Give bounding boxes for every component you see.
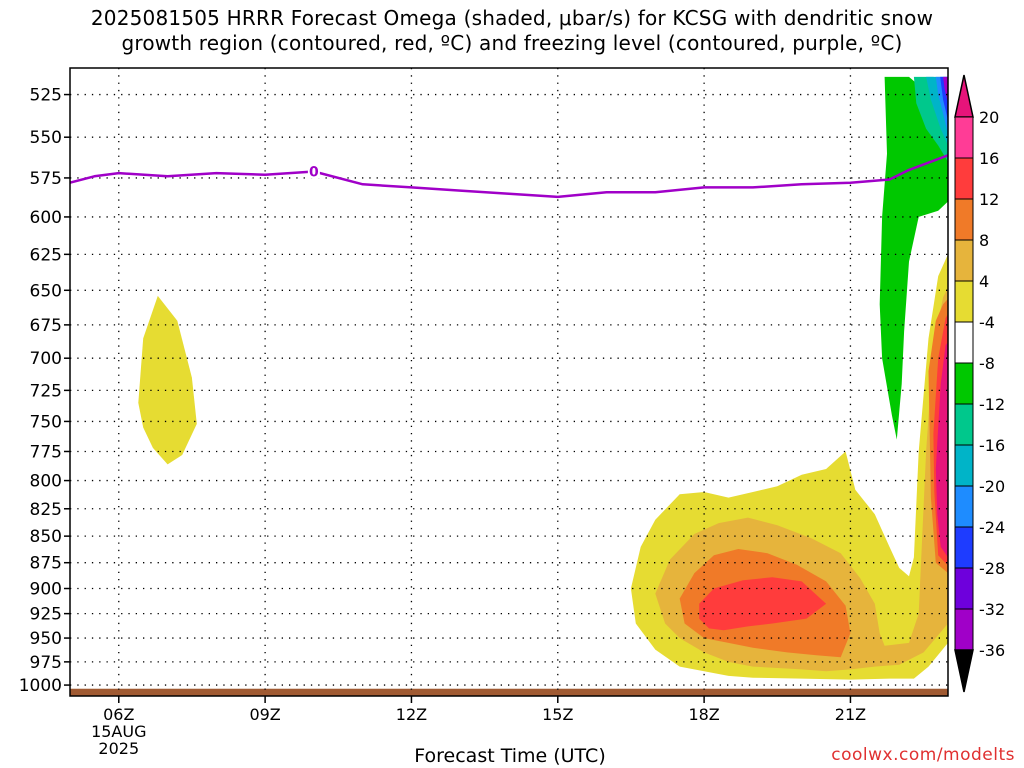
- x-axis-label: Forecast Time (UTC): [414, 745, 606, 767]
- colorbar-label-7: -12: [979, 395, 1005, 414]
- y-tick-label-900: 900: [30, 580, 62, 600]
- colorbar-swatch-12: [954, 608, 974, 651]
- title-line-1: 2025081505 HRRR Forecast Omega (shaded, …: [90, 6, 934, 30]
- colorbar-swatch-10: [954, 526, 974, 569]
- colorbar-label-0: 20: [979, 108, 999, 127]
- y-tick-label-575: 575: [30, 169, 62, 189]
- colorbar-label-10: -24: [979, 518, 1005, 537]
- colorbar-swatch-6: [954, 362, 974, 405]
- colorbar-label-4: 4: [979, 272, 989, 291]
- y-tick-label-950: 950: [30, 629, 62, 649]
- chart-title: 2025081505 HRRR Forecast Omega (shaded, …: [0, 6, 1024, 56]
- y-tick-label-675: 675: [30, 316, 62, 336]
- colorbar-label-11: -28: [979, 559, 1005, 578]
- x-date-label: 15AUG: [91, 722, 146, 741]
- omega-region-13: [943, 76, 948, 104]
- plot-frame: [69, 67, 949, 697]
- x-tick-label-12Z: 12Z: [396, 705, 427, 724]
- colorbar-swatch-2: [954, 198, 974, 241]
- y-tick-label-750: 750: [30, 412, 62, 432]
- omega-shading: [138, 76, 948, 680]
- x-tick-label-21Z: 21Z: [835, 705, 866, 724]
- y-tick-label-800: 800: [30, 472, 62, 492]
- colorbar-label-2: 12: [979, 190, 999, 209]
- site-credit: coolwx.com/modelts: [831, 745, 1015, 765]
- omega-region-0: [138, 295, 197, 465]
- colorbar: 20 16 12 8 4 -4 -8 -12 -16 -20 -24 -28 -32 -36: [954, 74, 1005, 693]
- y-tick-label-525: 525: [30, 86, 62, 106]
- y-tick-label-850: 850: [30, 527, 62, 547]
- y-tick-label-725: 725: [30, 381, 62, 401]
- terrain-band: [70, 688, 948, 696]
- y-axis: 525 550 575 600 625 650 675 700 725 750 775 800 825 8…: [19, 86, 70, 696]
- freezing-level-line: [70, 154, 948, 199]
- x-tick-label-06Z: 06Z: [103, 705, 134, 724]
- terrain: [70, 688, 948, 696]
- y-tick-label-550: 550: [30, 128, 62, 148]
- x-tick-label-09Z: 09Z: [249, 705, 280, 724]
- y-tick-label-625: 625: [30, 245, 62, 265]
- colorbar-label-12: -32: [979, 600, 1005, 619]
- title-line-2: growth region (contoured, red, ºC) and f…: [121, 31, 903, 55]
- y-tick-label-875: 875: [30, 554, 62, 574]
- y-tick-label-975: 975: [30, 653, 62, 673]
- colorbar-label-5: -4: [979, 313, 995, 332]
- omega-region-5: [699, 577, 827, 631]
- x-year-label: 2025: [98, 739, 139, 758]
- colorbar-swatch-7: [954, 403, 974, 446]
- y-tick-label-700: 700: [30, 349, 62, 369]
- y-tick-label-925: 925: [30, 605, 62, 625]
- y-tick-label-600: 600: [30, 208, 62, 228]
- colorbar-swatch-3: [954, 239, 974, 282]
- freezing-label-bg: [307, 162, 320, 179]
- colorbar-top-arrow: [954, 74, 974, 118]
- grid-lines: [70, 68, 948, 696]
- x-tick-label-18Z: 18Z: [688, 705, 719, 724]
- omega-region-8: [879, 76, 948, 440]
- omega-region-7: [935, 342, 948, 558]
- colorbar-bottom-arrow: [954, 649, 974, 693]
- colorbar-label-6: -8: [979, 354, 995, 373]
- colorbar-label-1: 16: [979, 149, 999, 168]
- colorbar-swatch-5: [954, 321, 974, 364]
- colorbar-swatch-1: [954, 157, 974, 200]
- colorbar-label-9: -20: [979, 477, 1005, 496]
- colorbar-swatch-0: [954, 116, 974, 159]
- y-tick-label-650: 650: [30, 281, 62, 301]
- colorbar-label-13: -36: [979, 641, 1005, 660]
- y-tick-label-825: 825: [30, 500, 62, 520]
- y-tick-label-1000: 1000: [19, 676, 62, 696]
- y-tick-label-775: 775: [30, 442, 62, 462]
- colorbar-label-8: -16: [979, 436, 1005, 455]
- x-tick-label-15Z: 15Z: [542, 705, 573, 724]
- colorbar-swatch-9: [954, 485, 974, 528]
- freezing-level: 0: [70, 154, 948, 199]
- colorbar-swatch-4: [954, 280, 974, 323]
- freezing-level-label: 0: [309, 165, 319, 181]
- colorbar-swatch-11: [954, 567, 974, 610]
- colorbar-swatch-8: [954, 444, 974, 487]
- colorbar-label-3: 8: [979, 231, 989, 250]
